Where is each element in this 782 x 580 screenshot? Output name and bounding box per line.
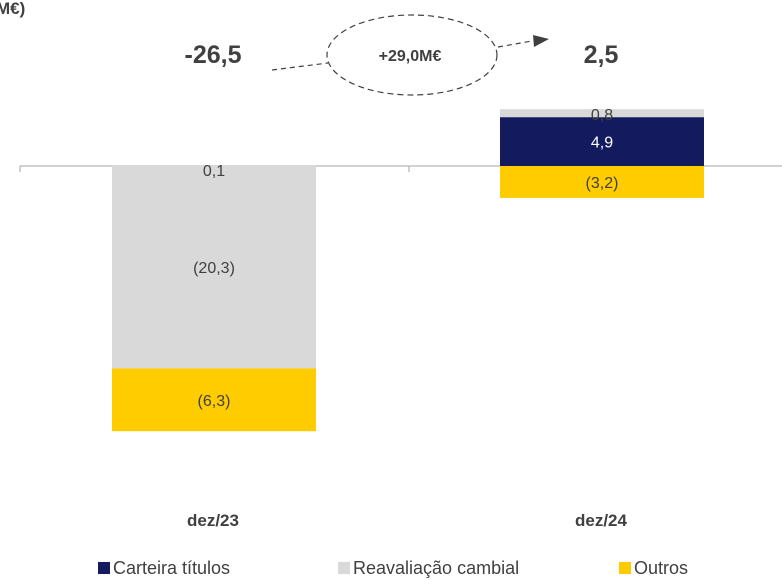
category-label-dez23: dez/23 — [187, 511, 239, 530]
bar-segment-outros-dez24 — [500, 166, 704, 198]
bar-segment-reavaliacao-cambial-dez23 — [112, 166, 316, 369]
data-label-outros-dez24: (3,2) — [586, 175, 619, 192]
legend-label-carteira: Carteira títulos — [113, 558, 230, 578]
legend-label-outros: Outros — [634, 558, 688, 578]
data-label-reavaliacao-cambial-dez23: (20,3) — [193, 260, 235, 277]
change-ellipse — [326, 14, 498, 96]
bar-segment-outros-dez23 — [112, 368, 316, 432]
legend-swatch-outros — [619, 562, 631, 574]
arrow-line-right — [497, 40, 533, 48]
bar-segment-carteira-titulos-dez24 — [500, 117, 704, 166]
total-label-dez23: -26,5 — [185, 41, 242, 69]
legend-swatch-reavaliacao — [338, 562, 350, 574]
legend-label-reavaliacao: Reavaliação cambial — [353, 558, 519, 578]
arrow-line-left — [271, 62, 329, 71]
change-label: +29,0M€ — [379, 48, 442, 65]
chart-title: M€) — [0, 0, 25, 18]
bar-segment-extra-dez23 — [112, 165, 316, 167]
category-label-dez24: dez/24 — [575, 511, 628, 530]
data-label-carteira-titulos-dez24: 4,9 — [591, 135, 613, 152]
arrow-head — [533, 35, 549, 47]
bar-labels-group: (20,3) (6,3) 0,1 4,9 0,8 (3,2) — [193, 107, 618, 410]
bar-segment-reavaliacao-cambial-dez24 — [500, 109, 704, 118]
bars-group — [112, 109, 704, 432]
total-label-dez24: 2,5 — [584, 41, 619, 69]
legend-swatch-carteira — [98, 562, 110, 574]
data-label-outros-dez23: (6,3) — [198, 393, 231, 410]
legend: Carteira títulos Reavaliação cambial Out… — [98, 558, 688, 578]
data-label-extra-dez23: 0,1 — [203, 163, 225, 180]
data-label-reavaliacao-cambial-dez24: 0,8 — [591, 107, 613, 124]
